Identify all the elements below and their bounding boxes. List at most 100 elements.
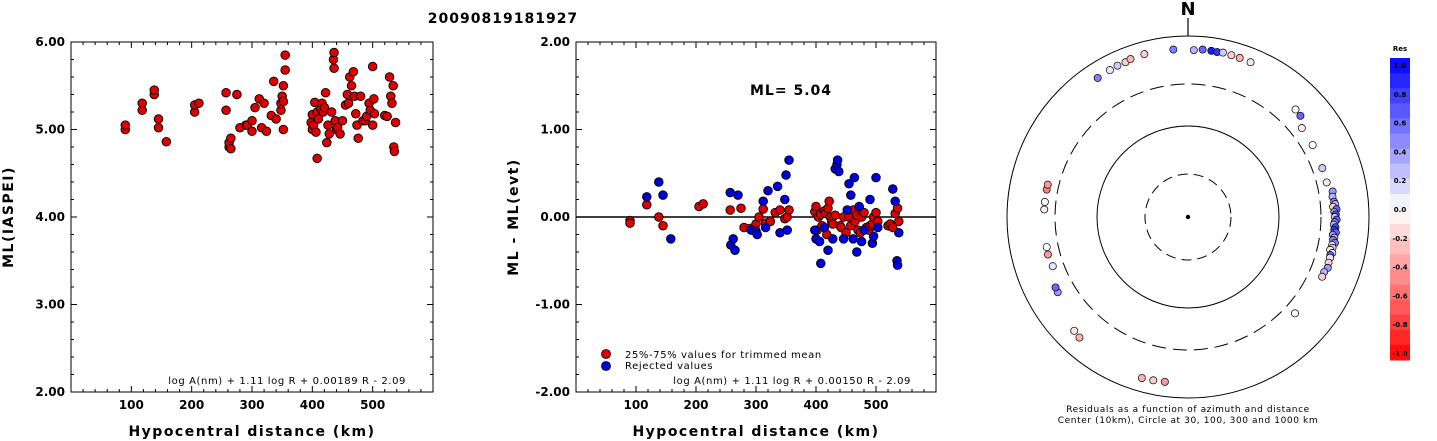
station-point: [1126, 55, 1135, 64]
station-point: [1218, 48, 1227, 57]
rejected-point: [892, 260, 903, 270]
legend-trimmed-marker: [601, 349, 611, 359]
trimmed-point: [698, 199, 708, 209]
formula-text: log A(nm) + 1.11 log R + 0.00150 R - 2.0…: [673, 376, 911, 387]
trimmed-point: [725, 205, 735, 215]
data-point: [153, 114, 164, 124]
data-points: [625, 155, 904, 270]
station-point: [1308, 141, 1317, 149]
data-point: [335, 129, 345, 139]
rejected-point: [810, 225, 820, 235]
data-point: [351, 108, 361, 119]
trimmed-point: [859, 207, 869, 218]
circle-30km: [1144, 173, 1232, 261]
station-point: [1043, 180, 1052, 189]
rejected-point: [814, 236, 825, 247]
station-point: [1093, 73, 1102, 82]
rejected-point: [859, 225, 869, 235]
data-point: [337, 115, 348, 126]
rejected-point: [730, 245, 740, 255]
data-points: [120, 47, 401, 164]
rejected-point: [852, 247, 862, 257]
circle-100km: [1096, 125, 1280, 309]
rejected-point: [772, 181, 783, 192]
station-point: [1149, 376, 1158, 385]
y-axis-label: ML(IASPEI): [1, 166, 17, 268]
data-point: [384, 72, 395, 82]
colorbar-cell: [1390, 299, 1410, 316]
station-point: [1042, 243, 1051, 251]
colorbar-cell: [1390, 133, 1410, 150]
y-tick-label: -1.00: [535, 298, 570, 312]
station-point: [1140, 50, 1149, 59]
trimmed-point: [871, 207, 881, 218]
data-point: [271, 114, 281, 124]
colorbar-cell: [1390, 58, 1410, 74]
panel-residual-azimuth-map: N Residuals as a function of azimuth and…: [1006, 0, 1370, 426]
colorbar-title: Res: [1393, 45, 1407, 53]
rejected-point: [733, 190, 743, 200]
data-point: [355, 91, 366, 101]
colorbar-tick-label: -1.0: [1392, 350, 1407, 358]
station-point: [1291, 105, 1300, 114]
data-point: [312, 153, 322, 164]
data-point: [389, 146, 400, 157]
trimmed-point: [765, 216, 776, 227]
data-point: [194, 98, 204, 108]
data-point: [311, 127, 321, 137]
y-tick-label: -2.00: [535, 385, 570, 399]
data-point: [278, 96, 289, 107]
trimmed-point: [784, 205, 794, 215]
x-axis-label: Hypocentral distance (km): [632, 424, 879, 440]
station-point: [1048, 262, 1057, 271]
rejected-point: [844, 178, 854, 189]
ml-value-label: ML= 5.04: [750, 83, 832, 99]
station-point: [1189, 46, 1198, 55]
y-tick-label: 3.00: [35, 298, 65, 312]
rejected-point: [871, 172, 881, 183]
plot-frame: [70, 41, 434, 393]
data-point: [261, 126, 272, 136]
colorbar-cell: [1390, 209, 1410, 225]
data-point: [326, 107, 337, 117]
rejected-point: [865, 194, 875, 205]
colorbar-cells: [1390, 58, 1410, 361]
colorbar-cell: [1390, 269, 1410, 285]
circle-1000km: [1006, 35, 1370, 399]
station-point: [1160, 377, 1169, 386]
colorbar-ticks: 1.0 0.8 0.6 0.4 0.2 0.0 -0.2 -0.4 -0.6 -0.8 -1.0: [1392, 62, 1407, 358]
trimmed-point: [654, 212, 664, 222]
y-tick-label: 4.00: [35, 210, 65, 224]
rejected-point: [763, 185, 773, 196]
data-point: [153, 122, 164, 133]
colorbar-tick-label: 0.8: [1394, 91, 1407, 99]
trimmed-point: [824, 196, 834, 206]
rejected-point: [781, 170, 791, 180]
x-tick-label: 300: [239, 398, 264, 412]
data-point: [390, 117, 401, 128]
colorbar-cell: [1390, 329, 1410, 346]
data-point: [324, 129, 334, 139]
colorbar-cell: [1390, 314, 1410, 331]
axis-ticks: 100 200 300 400 500 -2.00 -1.00 0.00 1.00 2.00: [535, 35, 936, 412]
rejected-point: [873, 222, 883, 233]
data-point: [388, 80, 398, 91]
colorbar-cell: [1390, 73, 1410, 89]
rejected-point: [725, 187, 735, 198]
trimmed-point: [658, 220, 668, 231]
rejected-point: [654, 177, 664, 187]
data-point: [329, 63, 339, 74]
rejected-point: [658, 190, 668, 200]
data-point: [387, 98, 397, 108]
station-point: [1044, 250, 1052, 259]
y-tick-label: 0.00: [540, 210, 570, 224]
x-tick-label: 500: [863, 398, 888, 412]
station-point: [1113, 61, 1122, 70]
y-tick-label: 6.00: [35, 35, 65, 49]
colorbar-tick-label: 1.0: [1394, 62, 1407, 70]
data-point: [369, 94, 379, 104]
colorbar-cell: [1390, 344, 1410, 361]
data-point: [382, 111, 392, 122]
rejected-point: [868, 231, 879, 241]
data-point: [280, 50, 290, 60]
